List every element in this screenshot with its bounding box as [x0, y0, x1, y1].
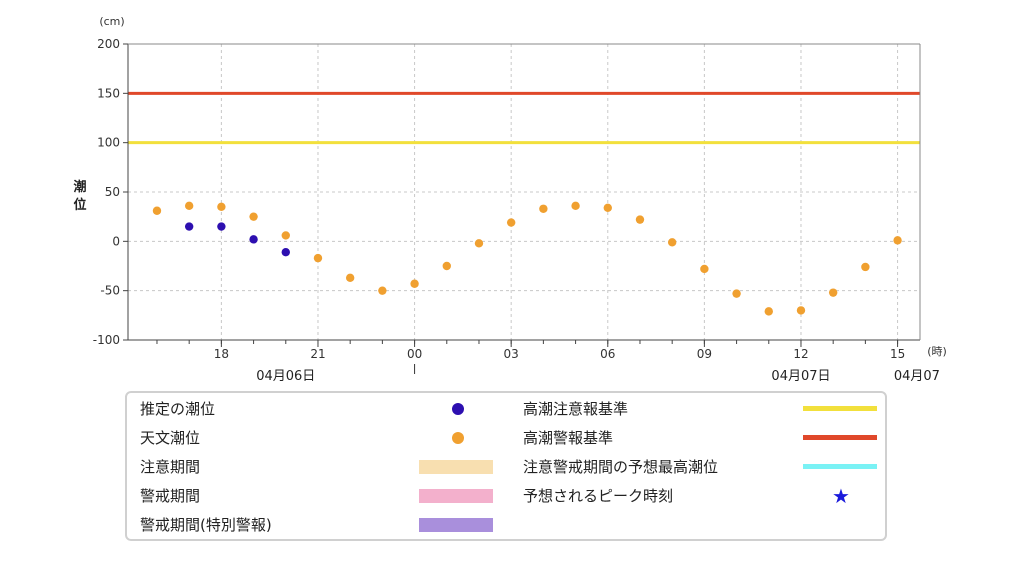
- data-point: [217, 222, 226, 231]
- legend-estimated-label: 推定の潮位: [140, 400, 216, 418]
- data-point: [184, 201, 194, 211]
- legend-special-warning-label: 警戒期間(特別警報): [140, 516, 272, 534]
- date-label: 04月07: [894, 369, 940, 384]
- grid: [128, 43, 920, 341]
- data-point: [893, 236, 902, 245]
- threshold-lines: [128, 91, 920, 145]
- legend-predicted-max-label: 注意警戒期間の予想最高潮位: [523, 458, 719, 476]
- legend-astronomical-label: 天文潮位: [140, 429, 201, 447]
- y-tick-label: -100: [93, 333, 120, 347]
- data-point: [249, 235, 258, 244]
- data-point: [667, 238, 677, 247]
- x-tick-label: 15: [890, 347, 905, 361]
- data-point: [378, 286, 387, 295]
- legend-peak-time-label: 予想されるピーク時刻: [523, 487, 674, 505]
- data-point: [700, 264, 709, 274]
- data-point: [281, 231, 290, 240]
- series-estimated: [184, 222, 290, 257]
- x-tick-label: 09: [697, 347, 712, 361]
- x-unit-label: (時): [927, 345, 947, 358]
- data-point: [152, 206, 162, 215]
- legend-caution-period-label: 注意期間: [140, 458, 201, 476]
- data-point: [732, 289, 741, 298]
- y-tick-label: 0: [112, 234, 120, 248]
- legend-warning-period-label: 警戒期間: [140, 487, 201, 505]
- y-tick-label: 200: [97, 37, 120, 51]
- y-tick-label: 100: [97, 136, 120, 150]
- legend-caution-period-swatch: [419, 460, 493, 474]
- data-point: [571, 201, 580, 211]
- data-point: [313, 253, 323, 263]
- data-point: [603, 203, 612, 212]
- y-axis-title-char-1: 潮: [73, 179, 86, 195]
- legend: 推定の潮位 天文潮位 注意期間 警戒期間 警戒期間(特別警報) 高潮注意報基準 …: [125, 391, 887, 541]
- y-tick-label: -50: [100, 284, 120, 298]
- data-point: [828, 288, 838, 297]
- legend-predicted-max-line: [803, 464, 877, 469]
- data-point: [474, 239, 484, 248]
- legend-advisory-threshold-line: [803, 406, 877, 411]
- date-label: 04月06日: [256, 369, 315, 384]
- x-tick-label: 03: [504, 347, 519, 361]
- legend-estimated-dot: [452, 403, 464, 415]
- data-point: [217, 202, 226, 211]
- series-astronomical: [152, 201, 902, 316]
- star-icon: ★: [832, 484, 850, 508]
- date-label: 04月07日: [771, 369, 830, 384]
- y-unit-label: (cm): [99, 15, 124, 28]
- data-point: [506, 218, 516, 227]
- data-point: [796, 306, 806, 315]
- legend-special-warning-swatch: [419, 518, 493, 532]
- data-point: [442, 261, 451, 271]
- x-tick-label: 21: [310, 347, 325, 361]
- y-axis-title: 潮 位: [73, 179, 86, 213]
- data-point: [281, 247, 290, 257]
- data-point: [345, 273, 355, 283]
- x-tick-label: 00: [407, 347, 422, 361]
- legend-warning-threshold-label: 高潮警報基準: [523, 429, 614, 447]
- data-points: [152, 201, 902, 316]
- y-tick-label: 50: [105, 185, 120, 199]
- tide-chart: 200 150 100 50 0 -50 -100 18 21 00 03 06 09 12 15 04月…: [73, 15, 947, 384]
- data-point: [410, 279, 419, 288]
- data-point: [635, 215, 645, 224]
- y-tick-label: 150: [97, 86, 120, 100]
- data-point: [249, 212, 258, 221]
- y-axis-title-char-2: 位: [73, 197, 86, 213]
- x-tick-label: 18: [214, 347, 229, 361]
- legend-advisory-threshold-label: 高潮注意報基準: [523, 400, 629, 418]
- date-labels: 04月06日 04月07日 04月07: [256, 369, 940, 384]
- legend-warning-threshold-line: [803, 435, 877, 440]
- data-point: [764, 307, 773, 316]
- data-point: [539, 204, 548, 213]
- data-point: [184, 222, 194, 231]
- x-axis-ticks: 18 21 00 03 06 09 12 15: [156, 340, 905, 374]
- y-axis-ticks: 200 150 100 50 0 -50 -100: [93, 37, 128, 347]
- legend-astronomical-dot: [452, 432, 464, 444]
- legend-warning-period-swatch: [419, 489, 493, 503]
- x-tick-label: 12: [793, 347, 808, 361]
- x-tick-label: 06: [600, 347, 615, 361]
- data-point: [861, 262, 870, 272]
